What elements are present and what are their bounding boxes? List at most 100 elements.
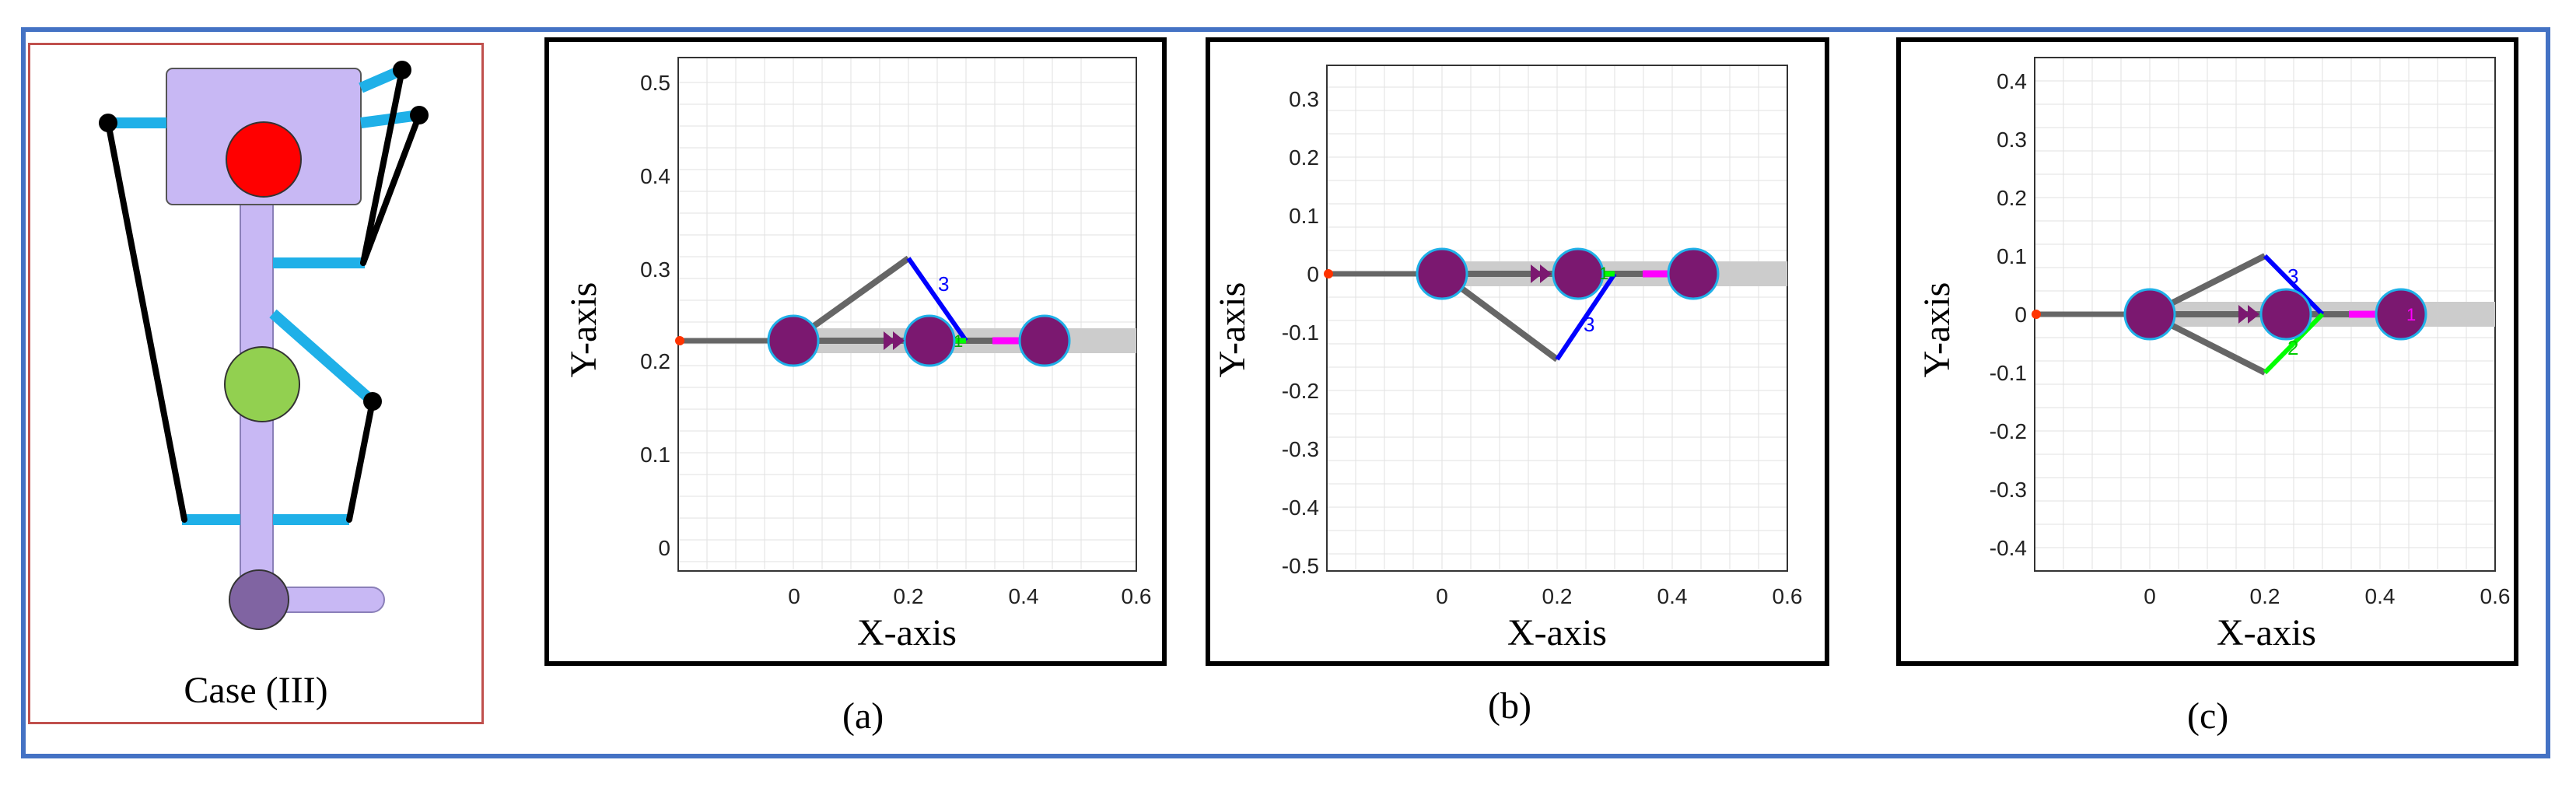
body-node-0 (767, 314, 820, 367)
y-axis-label: Y-axis (1212, 282, 1253, 378)
body-node-1 (1552, 247, 1605, 300)
ytick: -0.4 (1282, 496, 1319, 520)
ytick: 0.3 (1997, 128, 2027, 152)
body-node-0 (1416, 247, 1468, 300)
plot-c-svg: 0.4 0.3 0.2 0.1 0 -0.1 -0.2 -0.3 -0.4 0 … (1916, 57, 2511, 653)
xtick: 0.2 (1542, 584, 1573, 608)
ytick: 0.1 (1289, 204, 1319, 228)
grid (2034, 58, 2495, 571)
ytick: 0.4 (1997, 69, 2027, 93)
ytick: 0.1 (640, 443, 670, 467)
xtick: 0 (2144, 584, 2156, 608)
case-iii-schematic (99, 61, 429, 630)
ytick: 0.2 (1289, 145, 1319, 170)
leg-2-green (2263, 312, 2325, 375)
joint-right-mid (363, 392, 382, 411)
ytick: -0.4 (1990, 536, 2027, 560)
axes-box (1326, 65, 1788, 572)
ytick: -0.3 (1282, 437, 1319, 461)
caption-b: (b) (1488, 685, 1531, 727)
link-label-2: 2 (2287, 336, 2298, 359)
link-black-left (105, 120, 187, 523)
body-node-2 (1667, 247, 1720, 300)
link-label-3: 3 (938, 272, 949, 296)
arrow-marks (1531, 264, 1552, 283)
body-node-0 (2123, 288, 2176, 341)
ytick: 0 (658, 536, 670, 560)
arrow-marks (884, 331, 905, 350)
ytick: -0.2 (1282, 379, 1319, 403)
head-circle (226, 121, 302, 198)
caption-c: (c) (2187, 695, 2229, 737)
plot-c: 0.4 0.3 0.2 0.1 0 -0.1 -0.2 -0.3 -0.4 0 … (1896, 37, 2518, 666)
x-axis-label: X-axis (1507, 612, 1607, 653)
body-node-2 (2375, 288, 2427, 341)
ytick: 0.2 (640, 349, 670, 373)
ytick: 0 (1307, 262, 1319, 286)
foot-circle (229, 569, 289, 630)
joint-right-top-b (410, 106, 429, 124)
link-label-1: 1 (1599, 264, 1608, 283)
ytick: 0.3 (1289, 87, 1319, 111)
link-label-1: 1 (2406, 305, 2416, 324)
ytick: -0.5 (1282, 554, 1319, 578)
arrow-marks (2238, 305, 2259, 324)
xtick: 0.6 (1122, 584, 1152, 608)
xtick: 0.4 (2365, 584, 2396, 608)
joint-right-top-a (393, 61, 411, 79)
xtick: 0.6 (2480, 584, 2511, 608)
body-node-2 (1018, 314, 1071, 367)
plot-b-svg: 0.3 0.2 0.1 0 -0.1 -0.2 -0.3 -0.4 -0.5 0… (1212, 65, 1803, 653)
plot-a-svg: 0.5 0.4 0.3 0.2 0.1 0 0 0.2 0.4 0.6 X-ax… (563, 57, 1152, 653)
xtick: 0.4 (1657, 584, 1688, 608)
x-axis-label: X-axis (2217, 612, 2316, 653)
joint-left-top (99, 114, 117, 132)
link-label-1: 1 (954, 331, 963, 351)
figure-frame (21, 27, 2550, 758)
xtick: 0.4 (1009, 584, 1039, 608)
ytick: -0.1 (1282, 320, 1319, 345)
black-links (105, 67, 422, 523)
xtick: 0 (788, 584, 800, 608)
ytick: 0.3 (640, 257, 670, 282)
plot-b: 0.3 0.2 0.1 0 -0.1 -0.2 -0.3 -0.4 -0.5 0… (1206, 37, 1829, 666)
ytick: -0.3 (1990, 478, 2027, 502)
hip-circle (224, 346, 300, 422)
grid (1326, 65, 1787, 571)
link-black-right-a (360, 67, 405, 266)
axes-box (677, 57, 1137, 572)
case-iii-panel: Case (III) (28, 43, 484, 724)
body-node-1 (2259, 288, 2312, 341)
link-label-3: 3 (1584, 313, 1594, 336)
xtick: 0 (1436, 584, 1448, 608)
plot-a: 0.5 0.4 0.3 0.2 0.1 0 0 0.2 0.4 0.6 X-ax… (544, 37, 1167, 666)
caption-a: (a) (842, 695, 884, 737)
leg-3-blue (1555, 272, 1617, 361)
ytick: -0.1 (1990, 361, 2027, 385)
tail-tip (2032, 310, 2041, 319)
body-node-1 (903, 314, 956, 367)
link-black-right-low (346, 398, 376, 523)
y-axis-label: Y-axis (563, 282, 604, 378)
link-label-3: 3 (2287, 264, 2298, 288)
ytick: -0.2 (1990, 419, 2027, 443)
link-cyan-diag (269, 309, 376, 406)
x-axis-label: X-axis (857, 612, 957, 653)
ytick: 0.5 (640, 71, 670, 95)
ytick: 0.2 (1997, 186, 2027, 210)
leg-3-blue (906, 257, 968, 342)
tail-tip (1324, 269, 1333, 278)
ytick: 0.4 (640, 164, 670, 188)
leg-3-blue (2263, 254, 2325, 317)
ytick: 0 (2014, 303, 2027, 327)
case-iii-label: Case (III) (184, 670, 328, 711)
xtick: 0.2 (2250, 584, 2280, 608)
xtick: 0.6 (1773, 584, 1803, 608)
link-black-right-b (360, 112, 422, 266)
tail-tip (675, 336, 684, 345)
grid (677, 58, 1136, 571)
joints (99, 61, 429, 411)
xtick: 0.2 (894, 584, 924, 608)
y-axis-label: Y-axis (1916, 282, 1958, 378)
ytick: 0.1 (1997, 244, 2027, 268)
